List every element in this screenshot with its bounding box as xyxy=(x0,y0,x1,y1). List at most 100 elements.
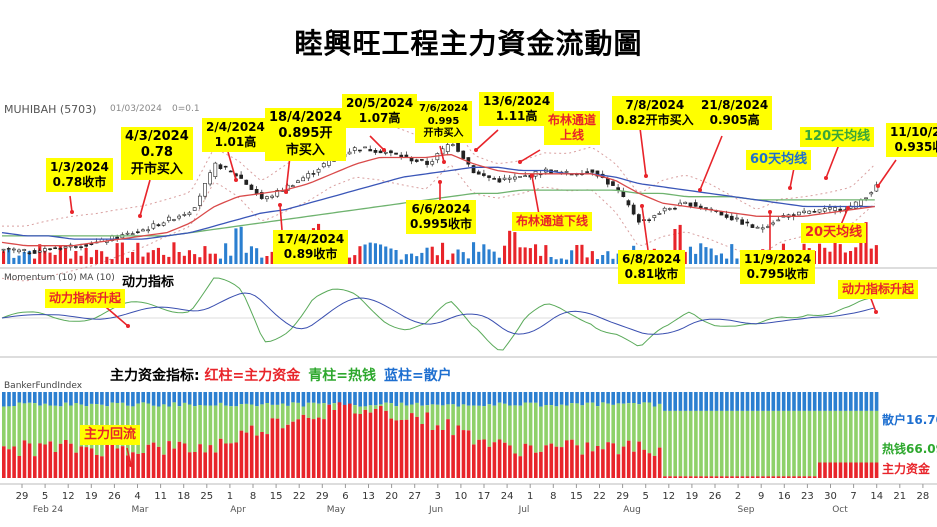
x-tick-label: 18 xyxy=(177,491,190,502)
banker-red-bar xyxy=(162,454,166,478)
volume-bar xyxy=(120,242,124,264)
banker-red-bar xyxy=(461,430,466,478)
volume-bar xyxy=(244,252,248,264)
banker-green-bar xyxy=(172,402,176,449)
volume-bar xyxy=(224,243,228,264)
banker-blue-bar xyxy=(787,392,791,411)
banker-red-bar xyxy=(198,444,202,478)
candle-body xyxy=(203,183,207,197)
candle-body xyxy=(647,219,651,221)
banker-blue-bar xyxy=(275,392,280,405)
x-month-label: Oct xyxy=(832,505,848,515)
banker-red-bar xyxy=(58,443,63,478)
banker-blue-bar xyxy=(425,392,430,406)
banker-red-bar xyxy=(358,414,362,478)
callout-pointer xyxy=(227,151,237,181)
banker-blue-bar xyxy=(2,392,6,407)
banker-green-bar xyxy=(766,410,770,477)
volume-bar xyxy=(353,255,357,264)
x-month-label: Mar xyxy=(132,505,149,515)
callout-pointer-tip xyxy=(644,174,648,178)
volume-bar xyxy=(265,256,269,264)
banker-blue-bar xyxy=(43,392,47,404)
banker-blue-bar xyxy=(523,392,528,403)
banker-green-bar xyxy=(854,410,858,463)
banker-blue-bar xyxy=(172,392,176,403)
volume-bar xyxy=(595,259,599,264)
banker-red-bar xyxy=(2,446,6,478)
banker-blue-bar xyxy=(373,392,378,406)
callout-pointer-tip xyxy=(234,178,238,182)
banker-blue-bar xyxy=(203,392,207,406)
volume-bar xyxy=(709,248,713,264)
candle-body xyxy=(208,172,213,185)
banker-green-bar xyxy=(58,406,63,444)
banker-green-bar xyxy=(74,403,78,453)
banker-blue-bar xyxy=(528,392,533,403)
candle-body xyxy=(244,179,249,185)
candle-body xyxy=(373,150,378,153)
banker-red-bar xyxy=(549,443,554,478)
candle-body xyxy=(729,215,734,221)
volume-bar xyxy=(580,244,584,264)
callout-pointer xyxy=(69,195,73,213)
candle-body xyxy=(42,248,47,252)
banker-red-bar xyxy=(508,445,512,478)
candle-body xyxy=(296,180,300,184)
volume-bar xyxy=(446,259,450,264)
banker-red-bar xyxy=(291,421,295,478)
banker-blue-bar xyxy=(859,392,863,411)
callout-pointer-tip xyxy=(876,184,880,188)
volume-bar xyxy=(869,248,873,264)
candle-body xyxy=(74,246,78,248)
banker-green-bar xyxy=(657,403,662,448)
x-tick-label: 21 xyxy=(893,491,906,502)
volume-bar xyxy=(100,251,104,264)
banker-red-bar xyxy=(33,456,37,478)
volume-bar xyxy=(678,224,682,264)
candle-body xyxy=(249,184,254,190)
banker-green-bar xyxy=(694,410,698,477)
banker-red-bar xyxy=(156,446,161,478)
banker-green-bar xyxy=(642,402,646,450)
banker-red-bar xyxy=(379,406,383,478)
candle-body xyxy=(404,154,409,157)
banker-blue-bar xyxy=(626,392,631,404)
volume-bar xyxy=(513,232,517,264)
banker-blue-bar xyxy=(162,392,166,405)
candle-body xyxy=(693,202,698,207)
banker-green-bar xyxy=(234,406,238,443)
banker-red-bar xyxy=(74,452,78,478)
banker-red-bar xyxy=(663,476,667,478)
banker-right-blue: 散户16.70 xyxy=(882,411,937,428)
banker-green-bar xyxy=(647,402,652,454)
banker-blue-bar xyxy=(776,392,781,411)
banker-blue-bar xyxy=(64,392,68,403)
candle-body xyxy=(755,226,760,229)
x-tick-label: 5 xyxy=(42,491,48,502)
banker-red-bar xyxy=(249,425,254,478)
banker-green-bar xyxy=(2,406,6,447)
banker-green-bar xyxy=(280,403,285,429)
banker-blue-bar xyxy=(79,392,84,405)
volume-bar xyxy=(363,244,367,264)
banker-blue-bar xyxy=(497,392,502,403)
banker-green-bar xyxy=(265,403,269,435)
banker-blue-bar xyxy=(719,392,724,411)
callout-18-4-2024: 18/4/2024 0.895开 市买入 xyxy=(265,108,346,161)
volume-bar xyxy=(7,249,11,264)
banker-blue-bar xyxy=(332,392,337,404)
momentum-title: 动力指标 xyxy=(122,275,175,290)
callout-momentum-rise-left: 动力指标升起 xyxy=(45,289,126,308)
candle-body xyxy=(497,178,502,183)
banker-blue-bar xyxy=(709,392,714,411)
volume-bar xyxy=(27,250,31,264)
callout-pointer xyxy=(641,205,649,251)
banker-blue-bar xyxy=(177,392,182,407)
candle-body xyxy=(259,192,264,199)
banker-blue-bar xyxy=(694,392,698,411)
banker-blue-bar xyxy=(213,392,218,406)
banker-blue-bar xyxy=(472,392,476,406)
volume-bar xyxy=(373,243,377,264)
banker-green-bar xyxy=(709,410,714,477)
